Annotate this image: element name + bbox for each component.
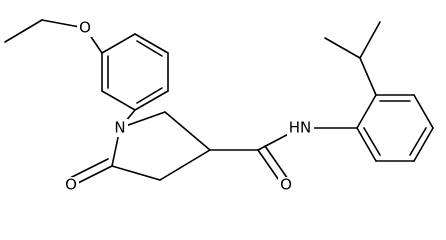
atom-labels: O N O HN O xyxy=(63,19,314,194)
ether-oxygen: O xyxy=(79,19,91,37)
ring-nitrogen: N xyxy=(114,119,125,137)
label-bg xyxy=(77,19,93,37)
label-bg xyxy=(287,119,314,137)
label-bg xyxy=(112,119,128,137)
amide-oxygen: O xyxy=(280,176,292,194)
label-bg xyxy=(63,177,79,194)
amide-nh: HN xyxy=(289,119,312,137)
lactam-oxygen: O xyxy=(65,176,77,194)
bonds xyxy=(4,19,434,187)
molecule-diagram: O N O HN O xyxy=(4,19,434,194)
label-bg xyxy=(278,177,294,194)
